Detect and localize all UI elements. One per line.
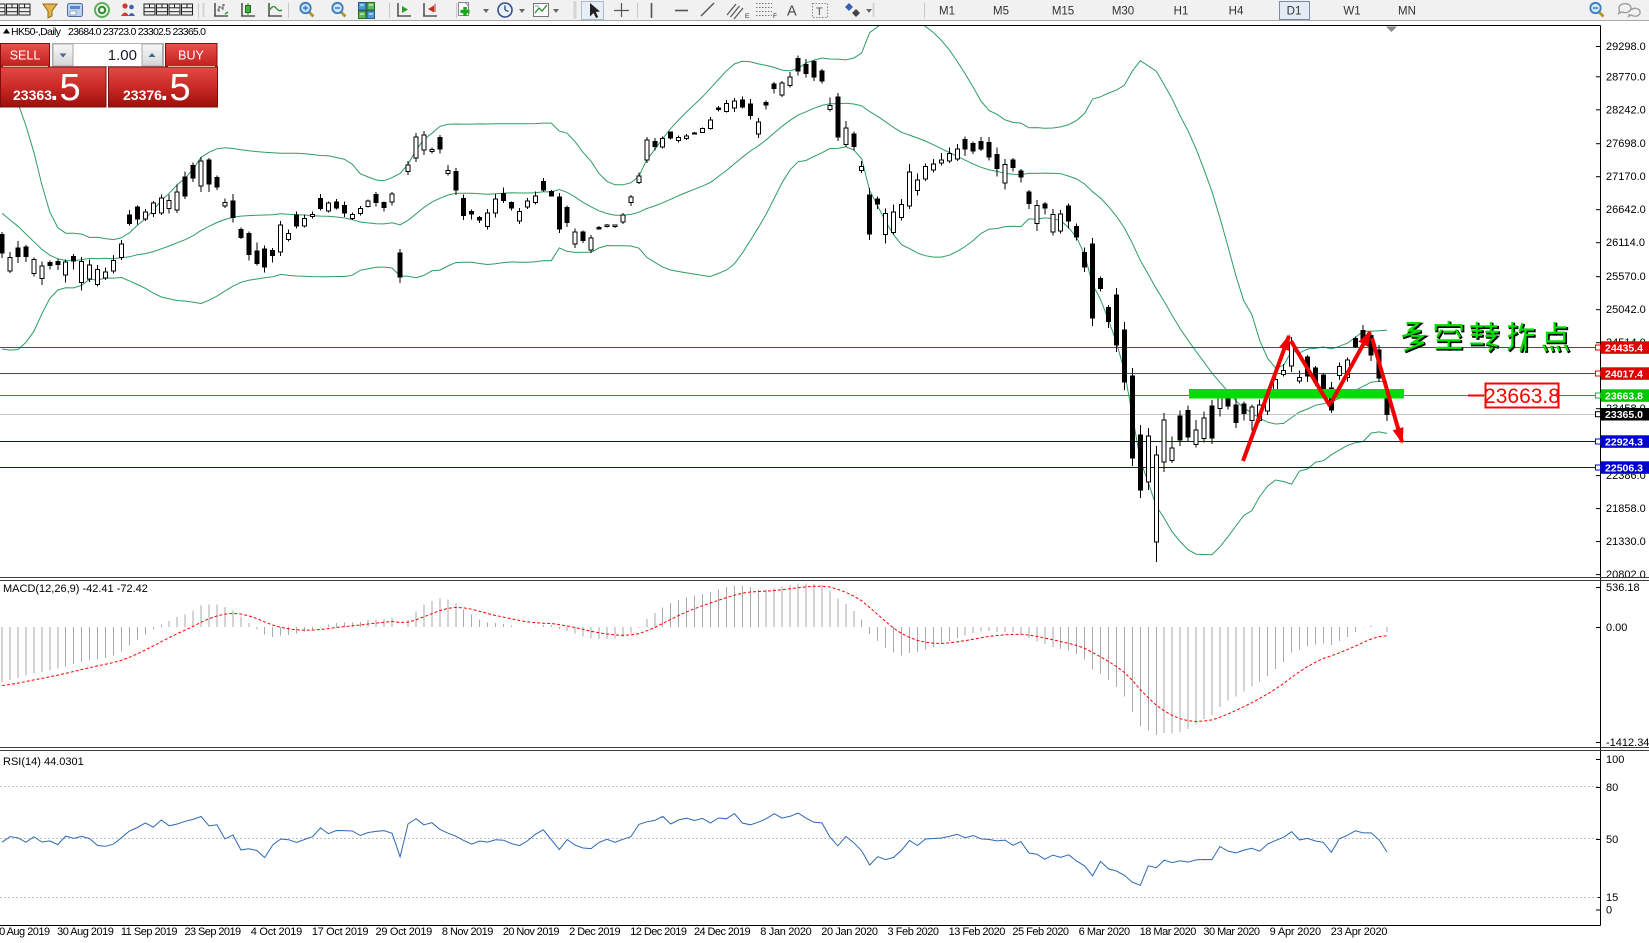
svg-text:27698.0: 27698.0 [1606,138,1646,150]
svg-text:29298.0: 29298.0 [1606,41,1646,53]
svg-text:24017.4: 24017.4 [1605,368,1643,380]
svg-text:MN: MN [1398,6,1416,18]
svg-text:6 Mar 2020: 6 Mar 2020 [1079,926,1131,938]
svg-text:15: 15 [1606,892,1618,904]
svg-text:536.18: 536.18 [1606,582,1640,594]
svg-text:27170.0: 27170.0 [1606,171,1646,183]
svg-text:W1: W1 [1343,6,1360,18]
svg-text:21330.0: 21330.0 [1606,536,1646,548]
svg-text:SELL: SELL [10,49,41,63]
svg-text:26642.0: 26642.0 [1606,204,1646,216]
svg-text:30 Aug 2019: 30 Aug 2019 [57,926,114,938]
svg-text:8 Jan 2020: 8 Jan 2020 [760,926,812,938]
svg-text:18 Mar 2020: 18 Mar 2020 [1140,926,1197,938]
svg-text:23684.0 23723.0 23302.5 23365.: 23684.0 23723.0 23302.5 23365.0 [68,26,206,38]
svg-text:MACD(12,26,9) -42.41 -72.42: MACD(12,26,9) -42.41 -72.42 [3,583,148,595]
svg-text:9 Apr 2020: 9 Apr 2020 [1270,926,1322,938]
svg-text:21858.0: 21858.0 [1606,503,1646,515]
svg-text:23 Sep 2019: 23 Sep 2019 [184,926,241,938]
svg-text:20 Jan 2020: 20 Jan 2020 [821,926,878,938]
svg-text:20802.0: 20802.0 [1606,569,1646,581]
svg-text:26114.0: 26114.0 [1606,237,1645,249]
svg-text:BUY: BUY [178,49,204,63]
svg-text:RSI(14) 44.0301: RSI(14) 44.0301 [3,756,84,768]
svg-text:H4: H4 [1229,6,1244,18]
svg-text:.5: .5 [159,67,191,109]
svg-text:A: A [787,4,797,20]
svg-text:2 Dec 2019: 2 Dec 2019 [569,926,621,938]
svg-text:22506.3: 22506.3 [1605,462,1643,474]
svg-text:12 Dec 2019: 12 Dec 2019 [630,926,687,938]
svg-text:E: E [745,13,750,20]
svg-text:29 Oct 2019: 29 Oct 2019 [376,926,433,938]
svg-text:13 Feb 2020: 13 Feb 2020 [949,926,1006,938]
svg-text:0.00: 0.00 [1606,622,1627,634]
svg-text:1.00: 1.00 [108,47,137,64]
svg-text:30 Mar 2020: 30 Mar 2020 [1203,926,1260,938]
svg-text:F: F [773,13,777,20]
svg-text:24435.4: 24435.4 [1605,342,1643,354]
svg-text:25042.0: 25042.0 [1606,304,1646,316]
svg-text:17 Oct 2019: 17 Oct 2019 [312,926,369,938]
svg-text:4 Oct 2019: 4 Oct 2019 [251,926,303,938]
svg-text:22924.3: 22924.3 [1605,436,1643,448]
svg-text:D1: D1 [1287,6,1302,18]
svg-text:M5: M5 [993,6,1009,18]
svg-text:28770.0: 28770.0 [1606,71,1646,83]
svg-text:-1412.34: -1412.34 [1606,737,1649,749]
svg-text:23365.0: 23365.0 [1605,409,1643,421]
svg-text:11 Sep 2019: 11 Sep 2019 [121,926,178,938]
svg-text:28242.0: 28242.0 [1606,104,1646,116]
svg-text:3 Feb 2020: 3 Feb 2020 [888,926,940,938]
svg-text:25 Feb 2020: 25 Feb 2020 [1012,926,1069,938]
svg-text:50: 50 [1606,834,1618,846]
svg-text:23663.8: 23663.8 [1484,385,1560,408]
svg-text:23 Apr 2020: 23 Apr 2020 [1331,926,1388,938]
svg-text:.5: .5 [49,67,81,109]
svg-text:80: 80 [1606,782,1618,794]
svg-text:20 Aug 2019: 20 Aug 2019 [0,926,50,938]
svg-text:8 Nov 2019: 8 Nov 2019 [442,926,493,938]
svg-text:M1: M1 [939,6,955,18]
svg-text:T: T [816,6,823,18]
svg-text:23376: 23376 [123,87,162,103]
svg-text:M30: M30 [1112,6,1134,18]
svg-text:H1: H1 [1174,6,1189,18]
svg-text:23663.8: 23663.8 [1605,390,1643,402]
svg-text:23363: 23363 [13,87,52,103]
svg-text:M15: M15 [1052,6,1074,18]
svg-text:20 Nov 2019: 20 Nov 2019 [503,926,560,938]
svg-text:24 Dec 2019: 24 Dec 2019 [694,926,751,938]
svg-text:HK50-,Daily: HK50-,Daily [11,26,62,38]
svg-text:100: 100 [1606,754,1624,766]
svg-text:0: 0 [1606,905,1612,917]
svg-text:25570.0: 25570.0 [1606,271,1646,283]
